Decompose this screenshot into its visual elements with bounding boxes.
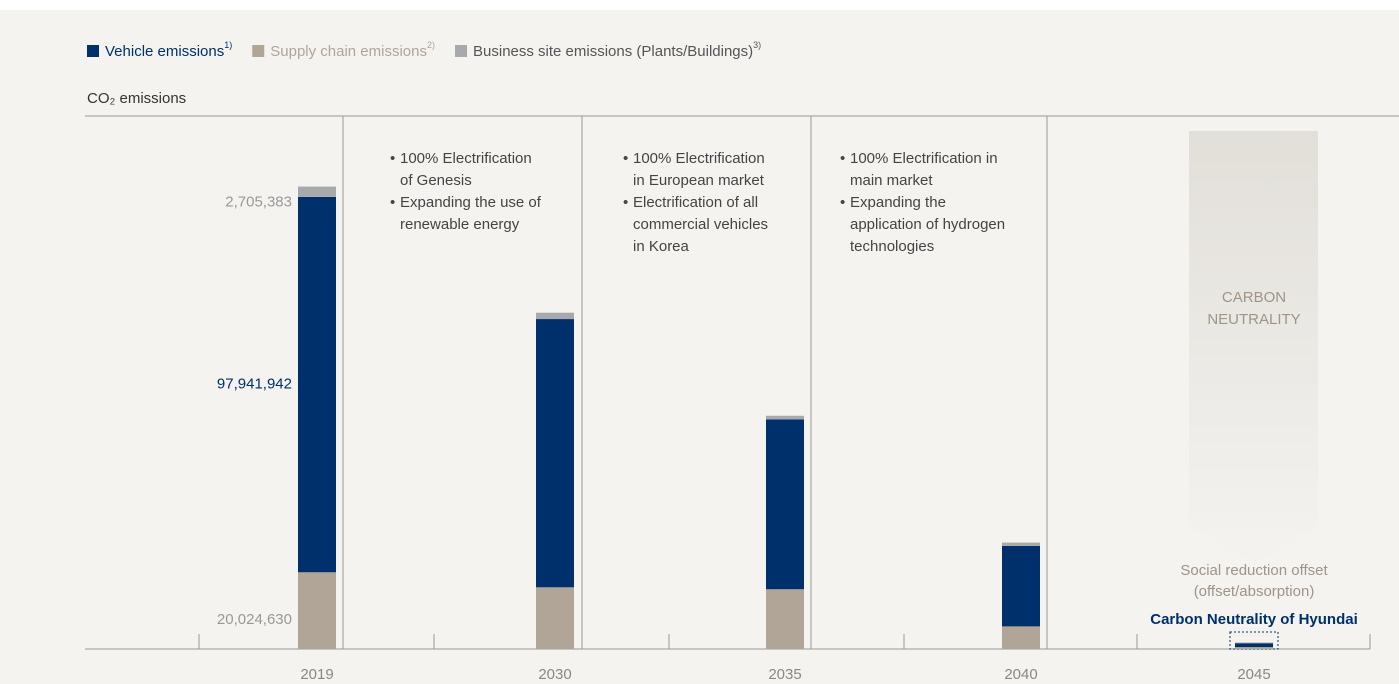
bar-segment bbox=[1235, 642, 1273, 644]
bar-segment bbox=[766, 419, 804, 590]
bullet: • bbox=[623, 150, 628, 167]
note-text: in European market bbox=[633, 172, 765, 189]
bar-segment bbox=[766, 589, 804, 649]
bar-segment bbox=[536, 319, 574, 588]
neutrality-arrow bbox=[1189, 131, 1318, 566]
bullet: • bbox=[840, 150, 845, 167]
legend-swatch bbox=[455, 45, 468, 57]
top-strip bbox=[0, 0, 1399, 10]
value-label: 2,705,383 bbox=[225, 194, 292, 211]
bar-segment bbox=[1002, 542, 1040, 546]
legend-label: Supply chain emissions2) bbox=[270, 40, 435, 60]
axis-title: CO₂ emissions bbox=[87, 90, 186, 107]
note-text: main market bbox=[850, 172, 933, 189]
note-text: technologies bbox=[850, 238, 934, 255]
bar-segment bbox=[1002, 626, 1040, 649]
legend-name: Vehicle emissions bbox=[105, 43, 224, 60]
bar-segment bbox=[1235, 643, 1273, 648]
note-text: of Genesis bbox=[400, 172, 472, 189]
note-text: commercial vehicles bbox=[633, 216, 768, 233]
bar-segment bbox=[298, 186, 336, 197]
x-tick-label: 2035 bbox=[768, 666, 801, 683]
value-label: 20,024,630 bbox=[217, 611, 292, 628]
note-text: 100% Electrification in bbox=[850, 150, 998, 167]
note-text: Expanding the use of bbox=[400, 194, 542, 211]
note-text: 100% Electrification bbox=[633, 150, 765, 167]
arrow-label: NEUTRALITY bbox=[1207, 311, 1300, 328]
bar-segment bbox=[536, 312, 574, 320]
note-text: renewable energy bbox=[400, 216, 520, 233]
note-text: in Korea bbox=[633, 238, 690, 255]
bar-segment bbox=[1002, 545, 1040, 627]
note-text: Electrification of all bbox=[633, 194, 758, 211]
legend-footnote: 2) bbox=[427, 40, 435, 50]
x-tick-label: 2040 bbox=[1004, 666, 1037, 683]
final-label: Carbon Neutrality of Hyundai bbox=[1150, 611, 1358, 628]
legend-name: Supply chain emissions bbox=[270, 43, 427, 60]
offset-label: (offset/absorption) bbox=[1194, 583, 1315, 600]
legend-label: Business site emissions (Plants/Building… bbox=[473, 40, 761, 60]
value-label: 97,941,942 bbox=[217, 376, 292, 393]
bar-segment bbox=[298, 196, 336, 573]
x-tick-label: 2030 bbox=[538, 666, 571, 683]
legend-label: Vehicle emissions1) bbox=[105, 40, 232, 60]
bullet: • bbox=[840, 194, 845, 211]
note-text: application of hydrogen bbox=[850, 216, 1005, 233]
legend-footnote: 3) bbox=[753, 40, 761, 50]
legend-swatch bbox=[252, 45, 265, 57]
legend-name: Business site emissions (Plants/Building… bbox=[473, 43, 753, 60]
x-tick-label: 2045 bbox=[1237, 666, 1270, 683]
bullet: • bbox=[623, 194, 628, 211]
bar-segment bbox=[536, 587, 574, 649]
offset-label: Social reduction offset bbox=[1180, 562, 1328, 579]
legend-footnote: 1) bbox=[224, 40, 232, 50]
arrow-label: CARBON bbox=[1222, 289, 1286, 306]
bar-segment bbox=[766, 415, 804, 420]
bullet: • bbox=[390, 194, 395, 211]
note-text: 100% Electrification bbox=[400, 150, 532, 167]
note-text: Expanding the bbox=[850, 194, 946, 211]
bullet: • bbox=[390, 150, 395, 167]
x-tick-label: 2019 bbox=[300, 666, 333, 683]
legend-swatch bbox=[87, 45, 99, 57]
bar-segment bbox=[1235, 647, 1273, 649]
bar-segment bbox=[298, 572, 336, 649]
